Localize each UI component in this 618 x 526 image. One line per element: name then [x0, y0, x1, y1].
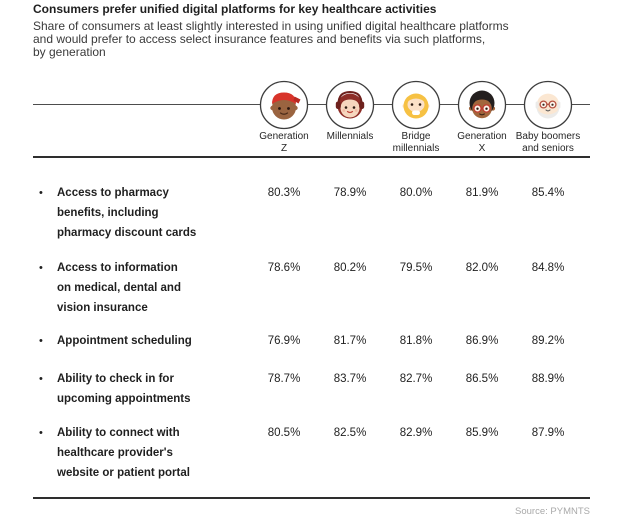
value-cell: 83.7%: [333, 373, 367, 385]
bullet-icon: •: [39, 187, 43, 199]
value-cell: 78.6%: [267, 262, 301, 274]
value-cell: 80.0%: [399, 187, 433, 199]
value-cell: 79.5%: [399, 262, 433, 274]
bridge-millennials-avatar-icon: [391, 80, 441, 130]
value-cell: 82.5%: [333, 427, 367, 439]
value-cell: 82.7%: [399, 373, 433, 385]
bullet-icon: •: [39, 335, 43, 347]
baby-boomers-and-seniors-avatar-icon: [523, 80, 573, 130]
row-label-pharmacy-benefits: • Access to pharmacy benefits, including…: [33, 183, 251, 243]
millennials-avatar-icon: [325, 80, 375, 130]
row-label-text: Access to pharmacy benefits, including p…: [57, 187, 197, 239]
value-cell: 85.4%: [531, 187, 565, 199]
table-row: • Access to pharmacy benefits, including…: [33, 183, 590, 243]
value-cell: 85.9%: [465, 427, 499, 439]
column-header-baby-boomers: Baby boomers and seniors: [515, 131, 581, 154]
row-label-appointment-scheduling: • Appointment scheduling: [33, 331, 251, 351]
generation-z-avatar-icon: [259, 80, 309, 130]
page-subtitle: Share of consumers at least slightly int…: [33, 19, 509, 59]
column-header-generation-z: Generation Z: [259, 131, 309, 154]
footer-divider-line: [33, 497, 590, 499]
row-label-text: Appointment scheduling: [57, 335, 192, 347]
value-cell: 81.8%: [399, 335, 433, 347]
header-divider-line: [33, 156, 590, 158]
table-row: • Ability to check in for upcoming appoi…: [33, 369, 590, 409]
value-cell: 87.9%: [531, 427, 565, 439]
column-header-bridge-millennials: Bridge millennials: [392, 131, 440, 154]
table-row: • Ability to connect with healthcare pro…: [33, 423, 590, 483]
value-cell: 80.2%: [333, 262, 367, 274]
table-row: • Appointment scheduling 76.9% 81.7% 81.…: [33, 331, 590, 351]
row-label-text: Access to information on medical, dental…: [57, 262, 181, 314]
value-cell: 78.7%: [267, 373, 301, 385]
bullet-icon: •: [39, 427, 43, 439]
table-row: • Access to information on medical, dent…: [33, 258, 590, 318]
value-cell: 76.9%: [267, 335, 301, 347]
row-label-insurance-information: • Access to information on medical, dent…: [33, 258, 251, 318]
column-header-generation-x: Generation X: [457, 131, 507, 154]
value-cell: 86.9%: [465, 335, 499, 347]
header-connector-line: [33, 104, 590, 105]
value-cell: 82.0%: [465, 262, 499, 274]
bullet-icon: •: [39, 262, 43, 274]
row-label-text: Ability to connect with healthcare provi…: [57, 427, 190, 479]
value-cell: 82.9%: [399, 427, 433, 439]
value-cell: 80.3%: [267, 187, 301, 199]
value-cell: 80.5%: [267, 427, 301, 439]
value-cell: 89.2%: [531, 335, 565, 347]
row-label-text: Ability to check in for upcoming appoint…: [57, 373, 191, 405]
value-cell: 84.8%: [531, 262, 565, 274]
value-cell: 86.5%: [465, 373, 499, 385]
value-cell: 78.9%: [333, 187, 367, 199]
row-label-check-in: • Ability to check in for upcoming appoi…: [33, 369, 251, 409]
bullet-icon: •: [39, 373, 43, 385]
value-cell: 88.9%: [531, 373, 565, 385]
column-header-millennials: Millennials: [326, 131, 374, 142]
page-title: Consumers prefer unified digital platfor…: [33, 2, 437, 16]
row-label-provider-portal: • Ability to connect with healthcare pro…: [33, 423, 251, 483]
value-cell: 81.7%: [333, 335, 367, 347]
value-cell: 81.9%: [465, 187, 499, 199]
generation-x-avatar-icon: [457, 80, 507, 130]
source-credit: Source: PYMNTS: [515, 506, 590, 517]
